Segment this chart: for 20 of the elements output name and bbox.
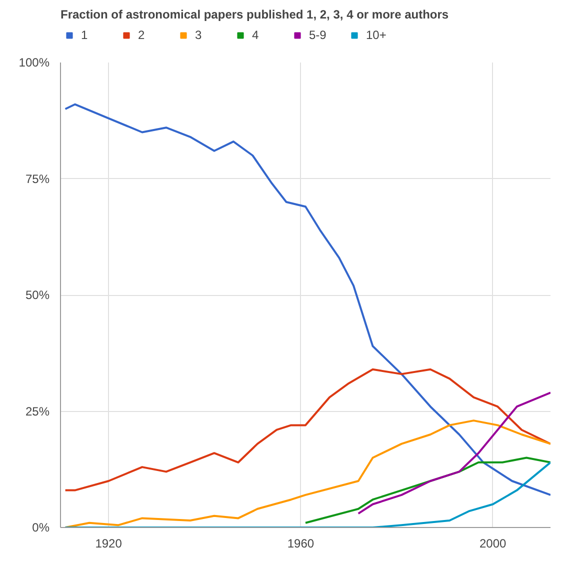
y-tick-label: 25% (25, 404, 50, 418)
legend-label: 10+ (366, 28, 386, 42)
line-series (357, 392, 550, 515)
y-tick-label: 100% (18, 56, 50, 70)
x-tick-label: 1960 (287, 536, 314, 550)
legend-label: 1 (81, 28, 89, 42)
legend-label: 5-9 (309, 28, 328, 42)
line-series (64, 461, 550, 528)
x-tick-label: 1920 (95, 536, 122, 550)
line-series (64, 368, 550, 492)
x-tick-label: 2000 (480, 536, 507, 550)
legend-label: 2 (138, 28, 146, 42)
y-tick-label: 0% (32, 520, 50, 534)
line-series (64, 420, 550, 528)
legend-label: 4 (252, 28, 260, 42)
chart-title: Fraction of astronomical papers published 1, 2, 3, 4 or more authors (60, 8, 449, 22)
y-tick-label: 50% (25, 288, 50, 302)
y-tick-label: 75% (25, 172, 50, 186)
line-series (64, 103, 550, 496)
legend-label: 3 (195, 28, 203, 42)
